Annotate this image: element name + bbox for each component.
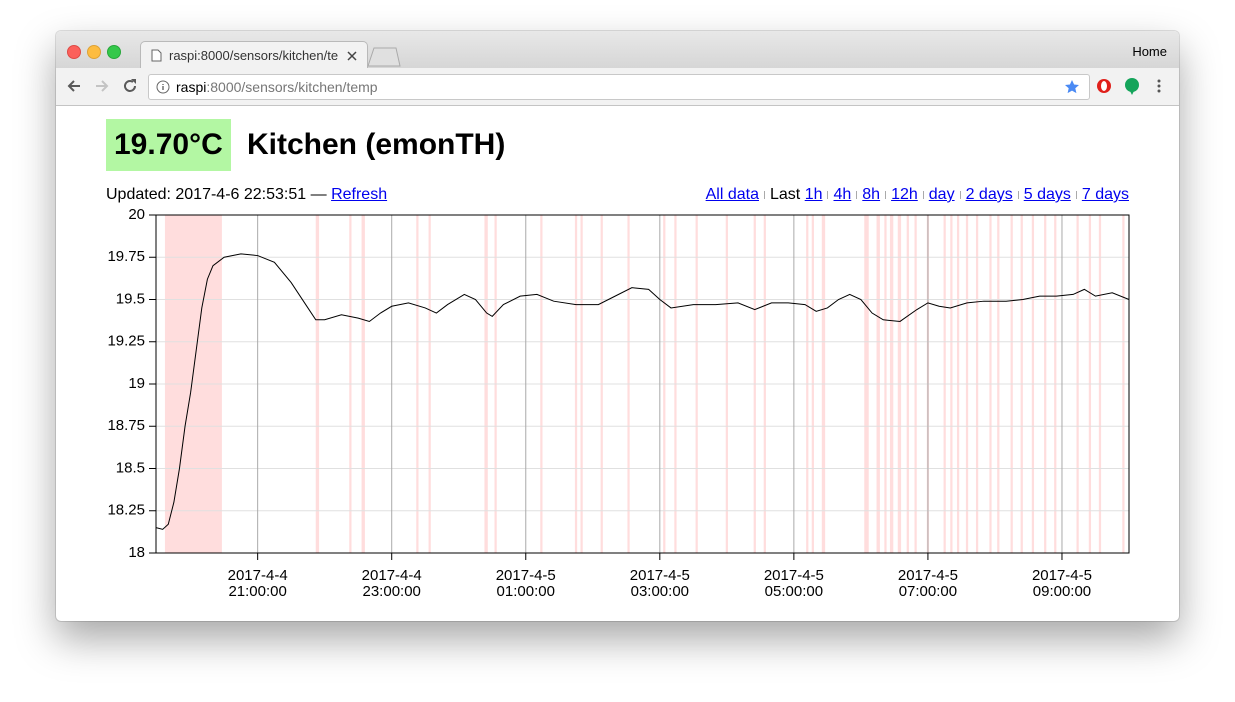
x-tick-label: 2017-4-5 07:00:00: [897, 567, 958, 600]
separator: [1075, 190, 1077, 199]
zoom-button[interactable]: [107, 45, 121, 59]
separator: [763, 190, 765, 199]
separator: [1017, 190, 1019, 199]
separator: [885, 190, 887, 199]
separator: [922, 190, 924, 199]
range-link[interactable]: 1h: [804, 186, 823, 203]
info-icon[interactable]: [156, 80, 170, 94]
x-tick-label: 2017-4-5 01:00:00: [495, 567, 556, 600]
forward-button[interactable]: [94, 78, 110, 94]
reload-button[interactable]: [122, 78, 138, 94]
range-nav: All data Last 1h 4h 8h 12h day 2 days 5 days 7 d…: [706, 186, 1129, 204]
refresh-link[interactable]: Refresh: [331, 186, 388, 203]
range-link[interactable]: day: [928, 186, 955, 203]
url-host: raspi: [176, 79, 207, 95]
heading: Kitchen (emonTH): [247, 128, 506, 161]
toolbar: raspi:8000/sensors/kitchen/temp: [56, 68, 1179, 106]
range-link[interactable]: 7 days: [1081, 186, 1129, 203]
x-tick-label: 2017-4-5 09:00:00: [1031, 567, 1092, 600]
page-icon: [151, 49, 162, 62]
url: raspi:8000/sensors/kitchen/temp: [176, 79, 378, 95]
x-tick-label: 2017-4-4 23:00:00: [361, 567, 422, 600]
page-content: 19.70°C Kitchen (emonTH) Updated: 2017-4…: [56, 106, 1179, 621]
extension-evernote[interactable]: [1124, 78, 1140, 96]
last-label: Last: [769, 186, 801, 203]
bookmark-star[interactable]: [1064, 79, 1080, 95]
x-tick-label: 2017-4-5 03:00:00: [629, 567, 690, 600]
range-link[interactable]: 2 days: [965, 186, 1013, 203]
separator: [959, 190, 961, 199]
range-link[interactable]: 12h: [891, 186, 918, 203]
range-link[interactable]: 5 days: [1023, 186, 1071, 203]
range-link[interactable]: 4h: [833, 186, 852, 203]
x-tick-label: 2017-4-4 21:00:00: [227, 567, 288, 600]
url-path: :8000/sensors/kitchen/temp: [206, 79, 378, 95]
back-button[interactable]: [66, 78, 82, 94]
status-line: Updated: 2017-4-6 22:53:51 — Refresh: [106, 186, 387, 204]
menu-button[interactable]: [1156, 78, 1162, 94]
range-link[interactable]: All data: [705, 186, 759, 203]
updated: Updated: 2017-4-6 22:53:51 —: [106, 186, 327, 203]
separator: [856, 190, 858, 199]
tab-close[interactable]: [347, 51, 357, 61]
browser-window: raspi:8000/sensors/kitchen/te Home raspi…: [56, 31, 1179, 621]
extension-opera[interactable]: [1096, 78, 1112, 94]
tab-title: raspi:8000/sensors/kitchen/te: [169, 48, 339, 63]
close-button[interactable]: [67, 45, 81, 59]
address-bar[interactable]: raspi:8000/sensors/kitchen/temp: [148, 74, 1090, 100]
reading: 19.70°C: [106, 119, 231, 171]
home-label[interactable]: Home: [1132, 44, 1167, 59]
title-bar: raspi:8000/sensors/kitchen/te Home: [56, 31, 1179, 69]
separator: [827, 190, 829, 199]
range-link[interactable]: 8h: [862, 186, 881, 203]
minimize-button[interactable]: [87, 45, 101, 59]
new-tab[interactable]: [366, 46, 402, 68]
tab[interactable]: raspi:8000/sensors/kitchen/te: [140, 41, 368, 69]
x-tick-label: 2017-4-5 05:00:00: [763, 567, 824, 600]
